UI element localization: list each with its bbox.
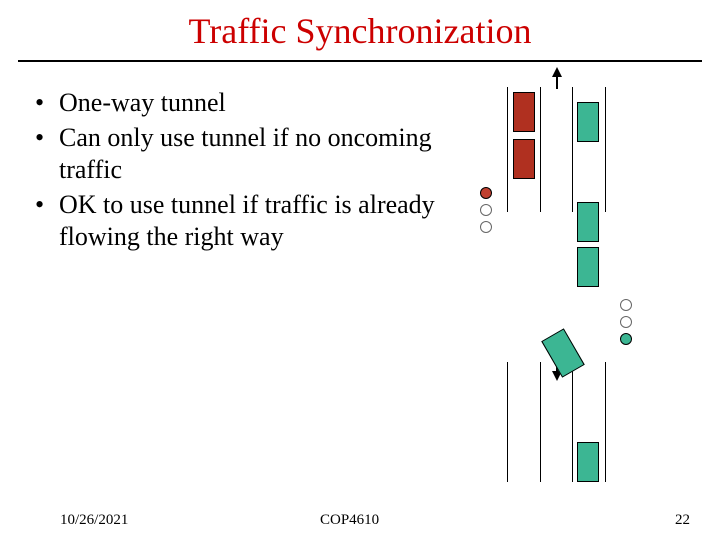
footer-date: 10/26/2021 [60,512,128,529]
road-line [605,87,606,212]
bullet-item: • OK to use tunnel if traffic is already… [35,189,435,254]
car-icon [577,102,599,142]
car-icon [513,139,535,179]
arrow-shaft [556,75,558,89]
road-line [605,362,606,482]
road-line [572,87,573,212]
traffic-light-icon [480,187,492,199]
car-icon [577,247,599,287]
bullet-item: • Can only use tunnel if no oncoming tra… [35,122,435,187]
car-icon [577,202,599,242]
traffic-light-icon [620,299,632,311]
footer-page-number: 22 [675,512,690,529]
footer-course: COP4610 [320,512,379,529]
car-icon [577,442,599,482]
road-line [572,362,573,482]
bullet-dot-icon: • [35,87,59,120]
bullet-dot-icon: • [35,189,59,254]
car-icon [541,328,585,377]
traffic-light-icon [620,316,632,328]
traffic-light-icon [480,204,492,216]
traffic-light-icon [480,221,492,233]
road-line [507,87,508,212]
bullet-item: • One-way tunnel [35,87,435,120]
tunnel-diagram [470,67,700,487]
bullet-dot-icon: • [35,122,59,187]
arrow-up-icon [552,67,562,77]
traffic-light-icon [620,333,632,345]
bullet-text: OK to use tunnel if traffic is already f… [59,189,435,254]
title-divider [18,60,702,62]
road-line [540,87,541,212]
road-line [507,362,508,482]
road-line [540,362,541,482]
footer: 10/26/2021 COP4610 22 [0,512,720,532]
bullet-list: • One-way tunnel • Can only use tunnel i… [35,87,435,256]
bullet-text: Can only use tunnel if no oncoming traff… [59,122,435,187]
bullet-text: One-way tunnel [59,87,435,120]
car-icon [513,92,535,132]
page-title: Traffic Synchronization [0,10,720,52]
